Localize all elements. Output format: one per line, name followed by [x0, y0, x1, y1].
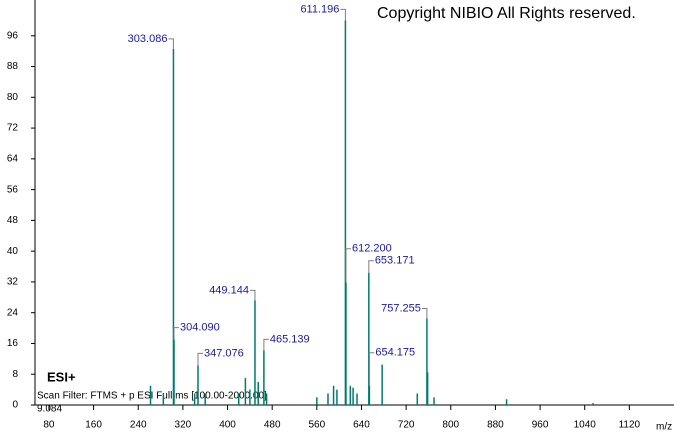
copyright: Copyright NIBIO All Rights reserved. [377, 5, 636, 22]
x-tick-label: 560 [308, 420, 325, 431]
leader [263, 338, 269, 351]
leader [249, 289, 256, 301]
x-tick-label: 480 [264, 420, 281, 431]
y-tick-label: 88 [7, 61, 19, 72]
leader [368, 352, 375, 386]
peak-label: 303.086 [128, 33, 168, 45]
peak-label: 653.171 [375, 255, 415, 267]
x-tick-label: 80 [43, 420, 55, 431]
y-tick-label: 72 [7, 123, 19, 134]
y-tick-label: 96 [7, 30, 19, 41]
retention-time: 9.084 [37, 404, 62, 415]
y-tick-label: 16 [7, 338, 19, 349]
x-tick-label: 960 [532, 420, 549, 431]
x-tick-label: 640 [353, 420, 370, 431]
peak-label: 611.196 [300, 3, 339, 15]
y-tick-label: 40 [7, 246, 19, 257]
peak-label: 465.139 [270, 333, 310, 345]
x-tick-label: 160 [85, 420, 102, 431]
x-tick-label: 800 [442, 420, 459, 431]
x-tick-label: 1120 [619, 420, 641, 431]
leader [168, 38, 174, 49]
x-tick-label: 320 [175, 420, 192, 431]
leader [340, 8, 346, 21]
y-tick-label: 0 [12, 400, 18, 411]
ion-mode: ESI+ [47, 369, 76, 384]
y-tick-label: 80 [7, 92, 19, 103]
leader [368, 260, 374, 273]
peak-label: 304.090 [180, 322, 220, 334]
leader [421, 307, 428, 319]
x-axis-label: m/z [656, 422, 672, 433]
peak-label: 449.144 [209, 284, 249, 296]
y-tick-label: 32 [7, 277, 19, 288]
y-tick-label: 8 [12, 369, 18, 380]
peak-label: 654.175 [375, 347, 415, 359]
x-tick-label: 240 [130, 420, 147, 431]
leader [173, 327, 180, 340]
x-tick-label: 880 [487, 420, 504, 431]
scan-filter: Scan Filter: FTMS + p ESI Full ms [100.0… [37, 391, 267, 402]
leader [345, 248, 351, 283]
x-tick-label: 1040 [574, 420, 597, 431]
y-tick-label: 56 [7, 184, 19, 195]
y-tick-label: 64 [7, 153, 19, 164]
y-tick-label: 24 [7, 307, 19, 318]
peak-label: 347.076 [204, 347, 244, 359]
y-tick-label: 48 [7, 215, 19, 226]
x-tick-label: 400 [219, 420, 236, 431]
peak-label: 612.200 [352, 243, 392, 255]
leader [197, 352, 204, 366]
x-tick-label: 720 [398, 420, 415, 431]
peak-label: 757.255 [381, 302, 421, 314]
